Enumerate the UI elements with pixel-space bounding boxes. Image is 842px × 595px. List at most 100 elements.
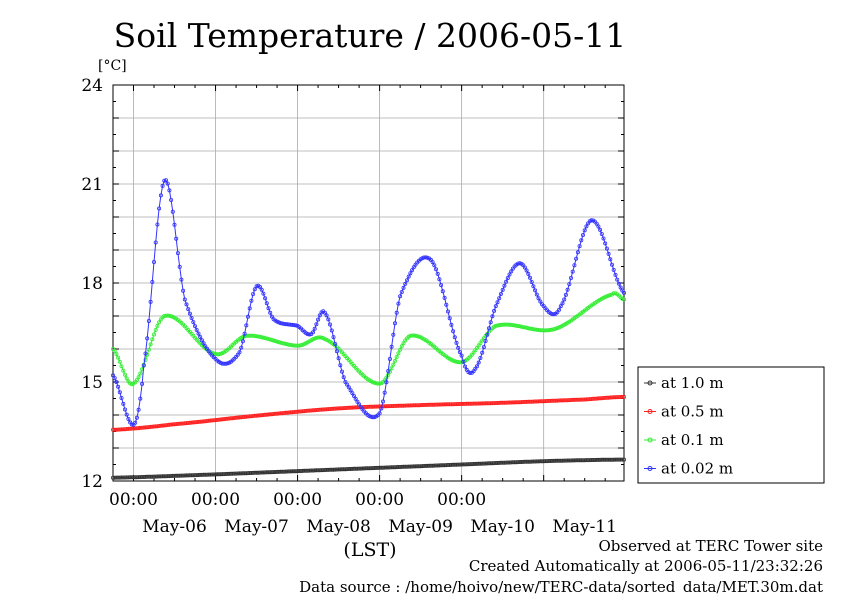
legend-label: at 0.1 m <box>661 431 724 449</box>
data-point <box>138 371 143 376</box>
data-point <box>401 285 406 290</box>
data-point <box>273 339 278 344</box>
data-point <box>293 323 298 328</box>
legend-entry: at 0.02 m <box>644 460 733 478</box>
data-point <box>575 250 580 255</box>
data-point <box>454 340 459 345</box>
y-axis-unit-label: [°C] <box>98 58 127 74</box>
data-point <box>138 396 143 401</box>
data-point <box>175 251 180 256</box>
data-point <box>158 193 163 198</box>
legend-entry: at 0.1 m <box>644 431 724 449</box>
data-point <box>384 380 389 385</box>
series-at-0-1-m <box>111 291 627 387</box>
data-point <box>341 375 346 380</box>
data-point <box>517 261 522 266</box>
data-point <box>531 284 536 289</box>
data-point <box>406 274 411 279</box>
data-point <box>533 288 538 293</box>
chart-title: Soil Temperature / 2006-05-11 <box>114 16 627 55</box>
data-point <box>252 287 257 292</box>
data-point <box>377 381 382 386</box>
series-at-0-02-m <box>111 178 627 427</box>
data-point <box>198 334 203 339</box>
legend-swatch-marker <box>647 437 653 443</box>
data-point <box>167 188 172 193</box>
data-point <box>439 283 444 288</box>
data-point <box>413 333 418 338</box>
data-point <box>504 279 509 284</box>
data-point <box>444 302 449 307</box>
data-point <box>468 370 473 375</box>
data-point <box>615 277 620 282</box>
data-point <box>529 279 534 284</box>
x-axis-ticks: 00:00 May-06 00:00 May-07 00:00 May-08 00:00 Ma… <box>109 85 617 537</box>
data-point <box>551 312 556 317</box>
data-point <box>567 282 572 287</box>
data-point <box>387 356 392 361</box>
y-tick-label: 15 <box>81 373 103 393</box>
data-point <box>150 279 155 284</box>
data-point <box>391 362 396 367</box>
data-point <box>507 272 512 277</box>
data-point <box>474 364 479 369</box>
data-point <box>157 206 162 211</box>
data-point <box>136 375 141 380</box>
data-point <box>353 396 358 401</box>
data-point <box>223 361 228 366</box>
data-point <box>382 390 387 395</box>
data-point <box>186 307 191 312</box>
legend: at 1.0 m at 0.5 m at 0.1 m at 0.02 m <box>637 366 825 484</box>
y-tick-label: 21 <box>81 175 103 195</box>
data-point <box>276 340 281 345</box>
data-point <box>338 363 343 368</box>
data-point <box>268 310 273 315</box>
data-point <box>557 307 562 312</box>
data-point <box>509 269 514 274</box>
data-point <box>423 255 428 260</box>
data-point <box>261 291 266 296</box>
data-point <box>483 338 488 343</box>
data-point <box>322 310 327 315</box>
data-point <box>329 328 334 333</box>
data-point <box>594 221 599 226</box>
data-point <box>459 353 464 358</box>
footer-data-source: Data source : /home/hoivo/new/TERC-data/… <box>299 578 823 595</box>
data-point <box>437 277 442 282</box>
data-point <box>389 344 394 349</box>
x-date-tick-label: May-08 <box>306 517 371 537</box>
data-point <box>310 330 315 335</box>
data-point <box>401 341 406 346</box>
data-point <box>145 336 150 341</box>
legend-box <box>637 366 825 484</box>
data-point <box>498 291 503 296</box>
data-point <box>123 407 128 412</box>
data-point <box>266 306 271 311</box>
data-point <box>476 360 481 365</box>
legend-label: at 0.02 m <box>661 460 733 478</box>
data-point <box>121 368 126 373</box>
data-point <box>613 272 618 277</box>
data-point <box>608 292 613 297</box>
data-point <box>622 457 627 462</box>
data-point <box>114 351 119 356</box>
data-point <box>456 345 461 350</box>
series-line <box>112 292 625 385</box>
data-point <box>490 314 495 319</box>
data-point <box>570 269 575 274</box>
data-point <box>339 369 344 374</box>
data-point <box>502 283 507 288</box>
data-point <box>565 287 570 292</box>
data-point <box>216 352 221 357</box>
data-point <box>461 359 466 364</box>
data-point <box>451 329 456 334</box>
data-point <box>348 388 353 393</box>
data-point <box>435 271 440 276</box>
data-point <box>239 345 244 350</box>
data-point <box>391 332 396 337</box>
x-time-tick-label: 00:00 <box>355 490 404 510</box>
data-point <box>457 350 462 355</box>
data-point <box>608 257 613 262</box>
data-point <box>327 322 332 327</box>
data-point <box>148 299 153 304</box>
